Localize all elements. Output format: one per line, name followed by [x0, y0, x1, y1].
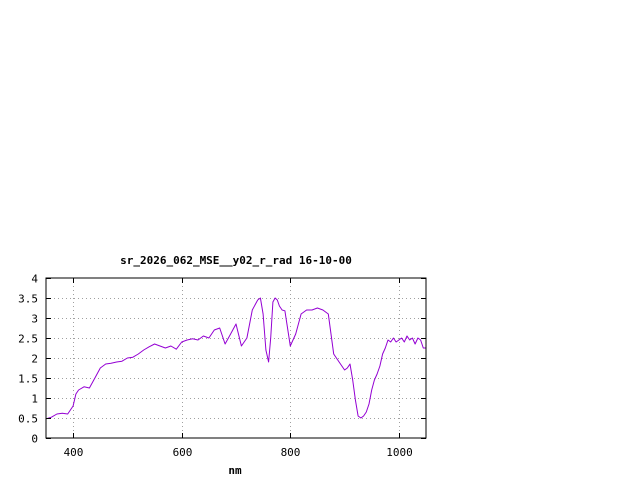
x-axis-tick-labels: 400 600 800 1000 [64, 446, 413, 459]
y-tick-label: 4 [31, 273, 38, 286]
series-line [45, 297, 426, 420]
grid-lines [46, 278, 426, 438]
x-tick-label: 1000 [386, 446, 413, 459]
y-tick-label: 1.5 [18, 373, 38, 386]
chart-title: sr_2026_062_MSE__y02_r_rad 16-10-00 [120, 254, 352, 267]
x-tick-label: 400 [64, 446, 84, 459]
y-axis-tick-labels: 0 0.5 1 1.5 2 2.5 3 3.5 4 [18, 273, 38, 446]
x-tick-label: 800 [281, 446, 301, 459]
y-tick-label: 2 [31, 353, 38, 366]
y-tick-label: 3 [31, 313, 38, 326]
series-layer [45, 297, 426, 420]
y-tick-label: 3.5 [18, 293, 38, 306]
y-tick-label: 1 [31, 393, 38, 406]
axis-ticks [46, 278, 426, 439]
x-axis-label: nm [228, 464, 242, 477]
y-tick-label: 0.5 [18, 413, 38, 426]
y-tick-label: 2.5 [18, 333, 38, 346]
x-tick-label: 600 [173, 446, 193, 459]
y-tick-label: 0 [31, 433, 38, 446]
